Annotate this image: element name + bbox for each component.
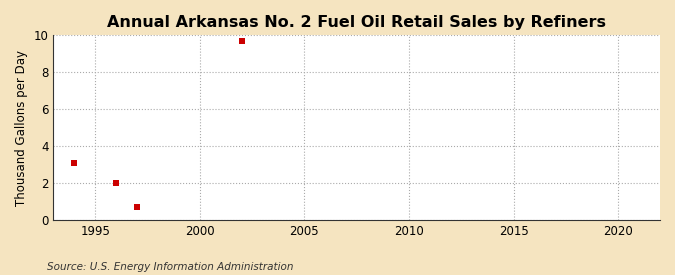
Y-axis label: Thousand Gallons per Day: Thousand Gallons per Day <box>15 50 28 206</box>
Title: Annual Arkansas No. 2 Fuel Oil Retail Sales by Refiners: Annual Arkansas No. 2 Fuel Oil Retail Sa… <box>107 15 606 30</box>
Text: Source: U.S. Energy Information Administration: Source: U.S. Energy Information Administ… <box>47 262 294 272</box>
Point <box>111 181 122 185</box>
Point <box>69 161 80 165</box>
Point <box>236 39 247 43</box>
Point <box>132 205 142 209</box>
